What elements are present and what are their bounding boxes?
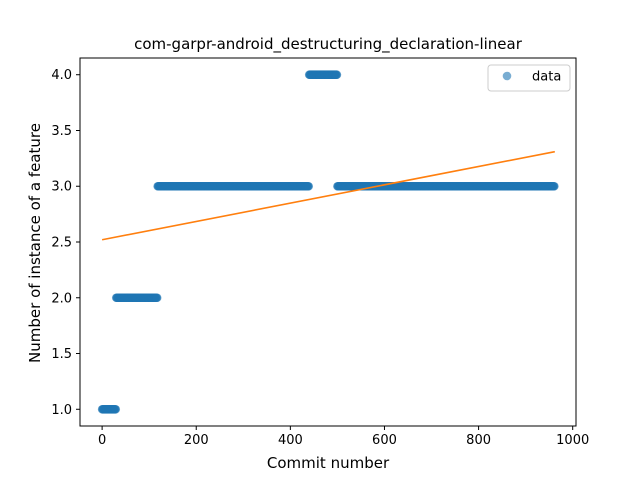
y-tick-label: 3.0 xyxy=(51,180,72,195)
legend-box xyxy=(487,64,571,92)
x-tick-label: 800 xyxy=(466,433,491,448)
data-layer xyxy=(97,70,559,414)
y-tick-label: 2.0 xyxy=(51,291,72,306)
y-tick-label: 2.5 xyxy=(51,236,72,251)
data-point xyxy=(304,181,314,191)
chart-title: com-garpr-android_destructuring_declarat… xyxy=(134,35,523,54)
data-point xyxy=(550,181,559,191)
x-tick-label: 1000 xyxy=(556,433,589,448)
axes-layer: 0 200 400 600 800 1000 1.0 1.5 2.0 2.5 3.0 3.5 4.0 xyxy=(51,57,589,448)
x-tick-label: 400 xyxy=(278,433,303,448)
y-tick-label: 3.5 xyxy=(51,124,72,139)
y-axis-label: Number of instance of a feature xyxy=(26,123,44,363)
x-tick-label: 0 xyxy=(98,433,106,448)
x-axis-label: Commit number xyxy=(267,454,390,472)
data-point xyxy=(332,70,342,80)
x-tick-label: 200 xyxy=(184,433,209,448)
legend-label: data xyxy=(532,70,561,85)
y-tick-label: 1.5 xyxy=(51,347,72,362)
x-tick-label: 600 xyxy=(372,433,397,448)
trend-line xyxy=(101,150,555,241)
legend: data xyxy=(487,64,571,92)
data-point xyxy=(152,293,162,303)
legend-marker xyxy=(502,71,512,81)
data-point xyxy=(111,404,121,414)
y-tick-label: 4.0 xyxy=(51,68,72,83)
y-tick-label: 1.0 xyxy=(51,403,72,418)
